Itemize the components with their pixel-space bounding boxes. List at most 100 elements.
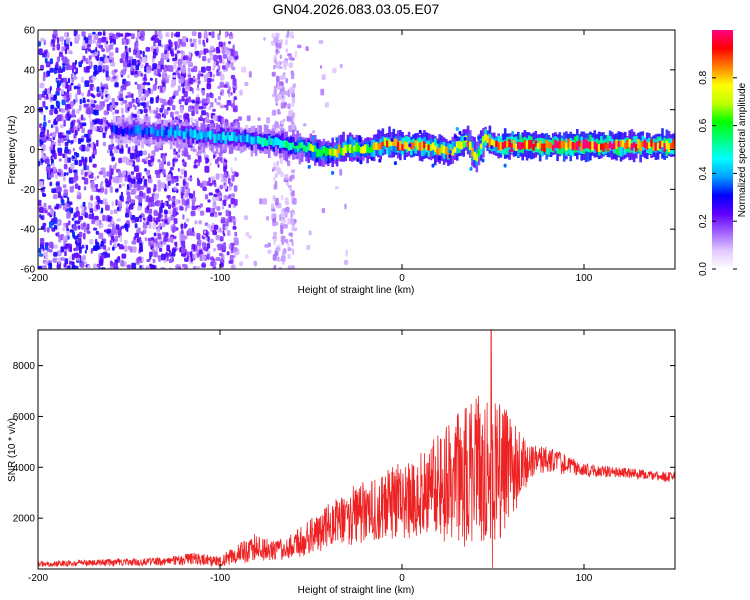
spectrogram-noise-cell [80, 169, 84, 176]
spectrogram-noise-cell [49, 93, 53, 98]
spectrogram-noise-cell [153, 232, 157, 237]
colorbar-bar [712, 30, 733, 269]
spectrogram-noise-cell [152, 84, 157, 91]
spectrogram-noise-cell [114, 162, 117, 166]
spectrogram-noise-cell [126, 63, 132, 68]
spectrogram-noise-cell [101, 36, 107, 43]
spectrogram-noise-cell [234, 239, 239, 246]
spectrogram-noise-cell [134, 105, 137, 110]
spectrogram-noise-cell [209, 212, 215, 217]
spectrogram-noise-cell [56, 56, 60, 63]
spectrogram-ridge-core [241, 132, 245, 141]
spectrogram-noise-cell [51, 141, 57, 147]
spectrogram-ridge-core [650, 139, 653, 147]
spectrogram-noise-cell [275, 48, 279, 54]
spectrogram-noise-cell [102, 48, 105, 52]
spectrogram-ridge-core [578, 140, 581, 147]
spectrogram-ridge-core [248, 135, 251, 144]
spectrogram-noise-cell [127, 176, 132, 183]
spectrogram-noise-cell [57, 147, 63, 154]
spectrogram-ridge-core [610, 143, 614, 151]
spectrogram-ridge-core [331, 147, 334, 157]
spectrogram-noise-cell [132, 104, 135, 108]
spectrogram-noise-cell [273, 64, 276, 70]
spectrogram-ridge-core [501, 142, 505, 150]
spectrogram-ridge-core [244, 136, 247, 143]
spectrogram-noise-cell [49, 58, 53, 65]
spectrogram-noise-cell [67, 103, 71, 110]
spectrogram-noise-cell [171, 248, 177, 253]
spectrogram-noise-cell [287, 243, 290, 249]
spectrogram-noise-cell [127, 191, 131, 198]
spectrogram-noise-cell [184, 264, 188, 269]
spectrogram-noise-cell [192, 38, 197, 44]
y-tick-label: 8000 [13, 361, 36, 372]
spectrogram-ridge-core [591, 141, 594, 151]
spectrogram-ridge-core [274, 137, 278, 146]
spectrogram-noise-cell [159, 206, 163, 214]
spectrogram-noise-cell [195, 97, 201, 102]
spectrogram-ridge-core [403, 141, 407, 150]
spectrogram-noise-cell [145, 266, 149, 269]
spectrogram-noise-cell [102, 214, 106, 222]
spectrogram-noise-cell [155, 237, 158, 243]
spectrogram-noise-cell [226, 251, 230, 256]
spectrogram-noise-cell [61, 46, 66, 52]
spectrogram-noise-cell [182, 56, 186, 61]
spectrogram-noise-cell [185, 85, 190, 91]
y-tick-label: 2000 [13, 514, 36, 525]
spectrogram-noise-cell [184, 192, 189, 198]
spectrogram-noise-cell [66, 172, 69, 176]
spectrogram-noise-cell [241, 66, 247, 73]
spectrogram-noise-cell [219, 104, 225, 109]
spectrogram-noise-cell [148, 209, 152, 216]
spectrogram-noise-cell [98, 171, 104, 175]
spectrogram-noise-cell [71, 155, 76, 160]
spectrogram-noise-cell [49, 109, 54, 116]
spectrogram-noise-cell [321, 74, 326, 80]
spectrogram-side-blob [311, 136, 315, 141]
spectrogram-noise-cell [43, 202, 47, 208]
spectrogram-noise-cell [93, 110, 99, 116]
spectrogram-ridge-core [407, 144, 411, 151]
spectrogram-noise-cell [69, 229, 74, 233]
spectrogram-noise-cell [157, 184, 161, 192]
spectrogram-noise-cell [189, 38, 193, 43]
spectrogram-side-blob [436, 140, 440, 144]
spectrogram-noise-cell [219, 262, 224, 268]
spectrogram-noise-cell [83, 186, 87, 191]
spectrogram-noise-cell [96, 86, 100, 93]
spectrogram-noise-cell [280, 235, 286, 243]
spectrogram-noise-cell [159, 162, 164, 170]
spectrogram-ridge-core [165, 126, 168, 135]
spectrogram-noise-cell [280, 229, 284, 235]
spectrogram-noise-cell [271, 40, 276, 46]
spectrogram-noise-cell [125, 32, 130, 37]
spectrogram-noise-cell [131, 58, 137, 66]
spectrogram-noise-cell [63, 120, 66, 127]
spectrogram-noise-cell [47, 212, 51, 216]
spectrogram-noise-cell [40, 64, 45, 71]
spectrogram-noise-cell [80, 59, 84, 64]
spectrogram-ridge-core [143, 127, 147, 135]
spectrogram-noise-cell [291, 241, 294, 247]
spectrogram-noise-cell [141, 256, 144, 263]
spectrogram-noise-cell [125, 38, 129, 45]
spectrogram-noise-cell [97, 31, 102, 36]
spectrogram-noise-cell [107, 95, 111, 100]
spectrogram-ridge-core [239, 135, 243, 143]
spectrogram-noise-cell [75, 93, 78, 100]
spectrogram-noise-cell [68, 177, 74, 184]
spectrogram-noise-cell [184, 113, 190, 119]
spectrogram-ridge-core [254, 136, 258, 145]
spectrogram-ridge-core [427, 144, 431, 151]
spectrogram-noise-cell [55, 182, 60, 186]
spectrogram-noise-cell [155, 77, 158, 85]
spectrogram-noise-cell [151, 162, 154, 166]
spectrogram-noise-cell [112, 145, 116, 150]
colorbar-tick-label: 0.4 [698, 166, 709, 180]
spectrogram-noise-cell [169, 65, 174, 72]
spectrogram-noise-cell [125, 143, 128, 149]
spectrogram-noise-cell [259, 198, 263, 205]
spectrogram-noise-cell [92, 39, 96, 44]
